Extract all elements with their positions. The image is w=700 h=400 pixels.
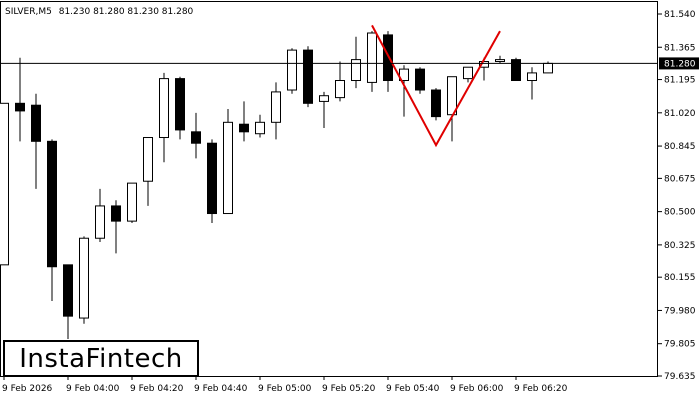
bullish-candle bbox=[527, 72, 537, 82]
x-tick-label: 9 Feb 04:00 bbox=[66, 384, 120, 394]
y-tick-label: 80.155 bbox=[664, 273, 696, 283]
bullish-candle bbox=[127, 182, 137, 222]
bearish-candle bbox=[431, 89, 441, 118]
bullish-candle bbox=[367, 32, 377, 83]
bearish-candle bbox=[303, 49, 313, 104]
ohlc-label: 81.230 81.280 81.230 81.280 bbox=[59, 7, 194, 17]
bearish-candle bbox=[15, 102, 25, 112]
y-tick-label: 80.845 bbox=[664, 142, 696, 152]
x-tick-label: 9 Feb 06:00 bbox=[450, 384, 504, 394]
bearish-candle bbox=[191, 131, 201, 144]
bearish-candle bbox=[383, 34, 393, 82]
bullish-candle bbox=[0, 102, 9, 266]
bearish-candle bbox=[415, 68, 425, 91]
bullish-candle bbox=[143, 137, 153, 182]
bullish-candle bbox=[159, 78, 169, 139]
x-tick-label: 9 Feb 05:40 bbox=[386, 384, 440, 394]
x-tick-label: 9 Feb 05:00 bbox=[258, 384, 312, 394]
plot-frame bbox=[0, 1, 658, 377]
y-tick-label: 79.805 bbox=[664, 340, 696, 350]
y-tick-label: 81.365 bbox=[664, 43, 696, 53]
y-tick-label: 80.325 bbox=[664, 241, 696, 251]
bearish-candle bbox=[47, 140, 57, 268]
bullish-candle bbox=[543, 62, 553, 74]
bearish-candle bbox=[31, 104, 41, 142]
brand-logo-text: InstaFintech bbox=[19, 343, 183, 374]
bullish-candle bbox=[287, 49, 297, 91]
bullish-candle bbox=[351, 59, 361, 82]
y-tick-label: 81.195 bbox=[664, 76, 696, 86]
bullish-candle bbox=[495, 59, 505, 63]
bullish-candle bbox=[95, 205, 105, 239]
y-tick-label: 79.980 bbox=[664, 306, 696, 316]
brand-logo: InstaFintech bbox=[3, 340, 199, 377]
y-tick-label: 80.675 bbox=[664, 174, 696, 184]
y-tick-label: 80.500 bbox=[664, 208, 696, 218]
bearish-candle bbox=[511, 59, 521, 82]
x-axis: 9 Feb 2026 9 Feb 04:00 9 Feb 04:20 9 Feb 04… bbox=[2, 376, 568, 394]
x-tick-label: 9 Feb 04:20 bbox=[130, 384, 184, 394]
bearish-candle bbox=[111, 205, 121, 222]
symbol-label: SILVER,M5 bbox=[5, 7, 52, 17]
current-price-box bbox=[659, 57, 699, 70]
y-tick-label: 79.635 bbox=[664, 372, 696, 382]
double-top-pattern-line bbox=[371, 24, 501, 148]
bearish-candle bbox=[239, 123, 249, 133]
y-tick-label: 81.020 bbox=[664, 109, 696, 119]
bearish-candle bbox=[175, 78, 185, 131]
bearish-candle bbox=[207, 142, 217, 215]
bullish-candle bbox=[255, 121, 265, 135]
bullish-candle bbox=[335, 80, 345, 99]
x-tick-label: 9 Feb 2026 bbox=[2, 384, 53, 394]
bullish-candle bbox=[223, 121, 233, 215]
candles-layer bbox=[0, 31, 553, 339]
x-tick-label: 9 Feb 04:40 bbox=[194, 384, 248, 394]
current-price-label: 81.280 bbox=[664, 59, 696, 69]
y-tick-label: 81.540 bbox=[664, 10, 696, 20]
bullish-candle bbox=[271, 91, 281, 123]
chart-header: SILVER,M5 81.230 81.280 81.230 81.280 bbox=[5, 7, 194, 17]
bearish-candle bbox=[63, 264, 73, 317]
bullish-candle bbox=[79, 237, 89, 319]
y-axis: 81.540 81.365 81.195 81.020 80.845 80.675 80.5… bbox=[658, 10, 699, 382]
x-tick-label: 9 Feb 05:20 bbox=[322, 384, 376, 394]
pattern-layer bbox=[371, 24, 501, 148]
bullish-candle bbox=[463, 66, 473, 80]
bullish-candle bbox=[319, 95, 329, 102]
x-tick-label: 9 Feb 06:20 bbox=[514, 384, 568, 394]
